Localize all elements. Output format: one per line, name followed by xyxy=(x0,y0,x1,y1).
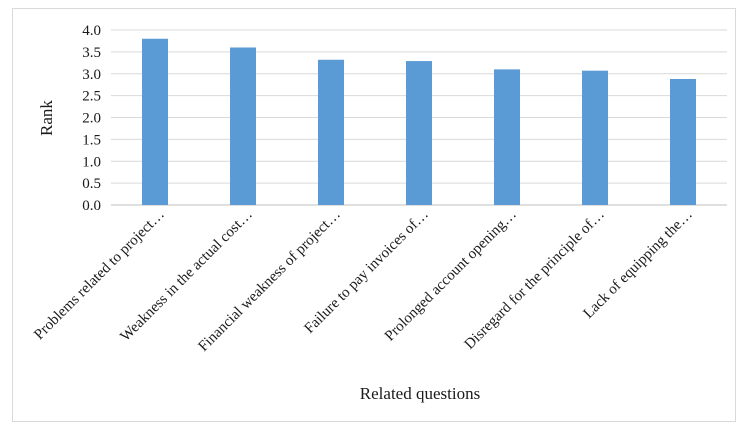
y-tick-label: 2.5 xyxy=(82,89,101,105)
y-tick-label: 0.5 xyxy=(82,176,101,192)
x-axis-title: Related questions xyxy=(360,384,480,403)
x-tick-label: Disregard for the principle of… xyxy=(462,207,608,353)
y-tick-label: 3.5 xyxy=(82,45,101,61)
y-axis-title: Rank xyxy=(37,100,56,136)
y-tick-label: 1.5 xyxy=(82,132,101,148)
bar xyxy=(142,38,168,205)
y-tick-label: 1.0 xyxy=(82,154,101,170)
y-tick-label: 0.0 xyxy=(82,198,101,214)
x-axis-ticks: Problems related to project…Weakness in … xyxy=(31,207,696,355)
chart-frame xyxy=(12,8,736,422)
bar xyxy=(582,70,608,205)
y-tick-label: 4.0 xyxy=(82,23,101,39)
bar xyxy=(318,59,344,205)
bars xyxy=(142,38,696,205)
y-tick-label: 2.0 xyxy=(82,111,101,127)
bar xyxy=(670,79,696,205)
bar xyxy=(494,69,520,205)
y-tick-label: 3.0 xyxy=(82,67,101,83)
bar xyxy=(230,47,256,205)
y-axis-ticks: 0.0 0.5 1.0 1.5 2.0 2.5 3.0 3.5 4.0 xyxy=(82,23,101,214)
bar xyxy=(406,61,432,205)
x-tick-label: Financial weakness of project… xyxy=(196,207,344,355)
